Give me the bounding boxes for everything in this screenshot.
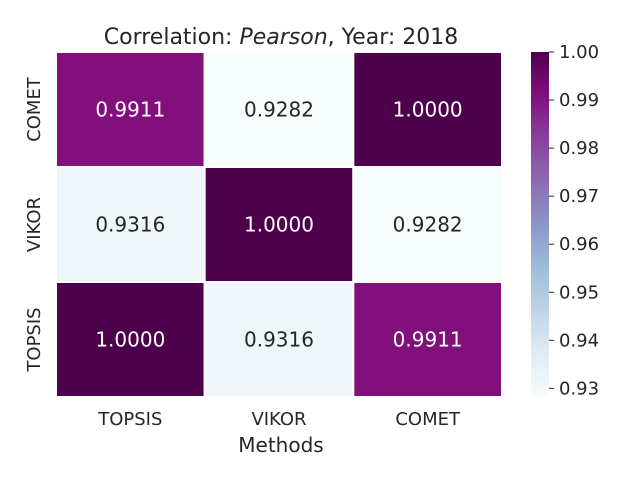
heatmap-cell-vikor-comet bbox=[352, 166, 504, 283]
heatmap-cell-value: 0.9282 bbox=[244, 98, 314, 122]
colorbar-gradient bbox=[531, 52, 549, 397]
x-tick-label-comet: COMET bbox=[395, 409, 461, 430]
y-axis-tick-labels: COMET VIKOR TOPSIS bbox=[24, 76, 45, 372]
x-axis-label: Methods bbox=[238, 433, 323, 457]
heatmap-cell-value: 1.0000 bbox=[95, 328, 165, 352]
colorbar-tick-label: 0.97 bbox=[559, 186, 599, 207]
heatmap-cell-vikor-topsis bbox=[55, 166, 206, 283]
x-axis-tick-labels: TOPSIS VIKOR COMET bbox=[97, 409, 461, 430]
colorbar-tick-label: 0.93 bbox=[559, 378, 599, 399]
heatmap-cell-value: 0.9316 bbox=[244, 328, 314, 352]
heatmap-cell-comet-comet bbox=[352, 51, 504, 168]
colorbar-tick-label: 0.95 bbox=[559, 282, 599, 303]
x-tick-label-topsis: TOPSIS bbox=[97, 409, 162, 430]
chart-title-prefix: Correlation: bbox=[104, 25, 240, 50]
heatmap-cell-value: 0.9316 bbox=[95, 213, 165, 237]
heatmap-cell-value: 0.9911 bbox=[393, 328, 463, 352]
colorbar-tick-label: 1.00 bbox=[559, 42, 599, 63]
colorbar-tick-label: 0.94 bbox=[559, 330, 599, 351]
colorbar-tick-label: 0.99 bbox=[559, 90, 599, 111]
chart-title-method: Pearson bbox=[239, 25, 327, 50]
heatmap-cell-topsis-comet bbox=[352, 281, 504, 398]
heatmap-cell-value: 1.0000 bbox=[393, 98, 463, 122]
heatmap-cell-value: 1.0000 bbox=[244, 213, 314, 237]
heatmap-cell-topsis-vikor bbox=[203, 281, 355, 398]
y-tick-label-topsis: TOPSIS bbox=[24, 307, 45, 372]
chart-title-suffix: , Year: 2018 bbox=[328, 25, 459, 50]
chart-title: Correlation: Pearson, Year: 2018 bbox=[104, 25, 459, 50]
x-tick-label-vikor: VIKOR bbox=[251, 409, 306, 430]
heatmap-grid: 0.9911 0.9282 1.0000 0.9316 1.0000 0.9282 1.00… bbox=[55, 51, 504, 398]
y-tick-label-vikor: VIKOR bbox=[24, 197, 45, 252]
colorbar-tick-label: 0.96 bbox=[559, 234, 599, 255]
heatmap-cell-value: 0.9282 bbox=[393, 213, 463, 237]
heatmap-cell-value: 0.9911 bbox=[95, 98, 165, 122]
colorbar-tick-label: 0.98 bbox=[559, 138, 599, 159]
colorbar: 0.93 0.94 0.95 0.96 0.97 0.98 0.99 1.00 bbox=[531, 42, 599, 399]
heatmap-cell-comet-vikor bbox=[203, 51, 355, 168]
y-tick-label-comet: COMET bbox=[24, 76, 45, 142]
colorbar-ticks: 0.93 0.94 0.95 0.96 0.97 0.98 0.99 1.00 bbox=[549, 42, 599, 399]
heatmap-cell-topsis-topsis bbox=[55, 281, 206, 398]
heatmap-cell-comet-topsis bbox=[55, 51, 206, 168]
